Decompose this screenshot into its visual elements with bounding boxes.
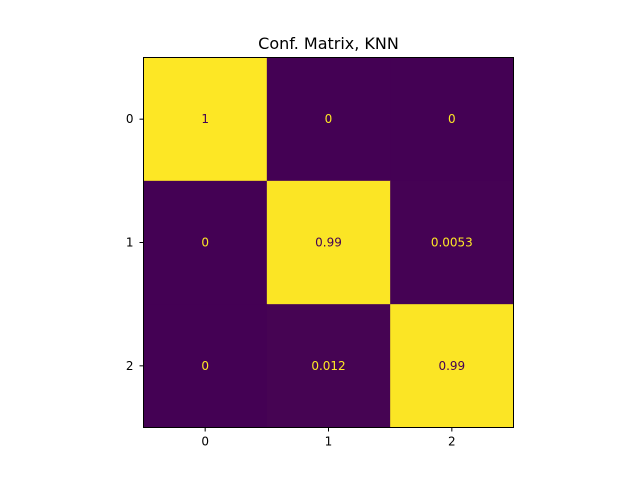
heatmap-cell-1-0 (143, 180, 268, 305)
x-axis: 0 1 2 (201, 427, 456, 449)
cell-value-label-1-2: 0.0053 (431, 236, 473, 250)
heatmap-cell-0-2 (390, 57, 514, 182)
cell-value-label-0-0: 1 (201, 112, 209, 126)
heatmap-cell-1-1 (266, 180, 391, 305)
heatmap-cell-labels: 1 0 0 0 0.99 0.0053 0 0.012 0.99 (201, 112, 472, 373)
y-axis: 0 1 2 (126, 112, 144, 373)
heatmap-cell-2-2 (390, 304, 514, 428)
y-tick-label-2: 2 (126, 359, 134, 373)
cell-value-label-1-1: 0.99 (315, 236, 342, 250)
cell-value-label-2-1: 0.012 (311, 359, 345, 373)
x-tick-label-0: 0 (201, 435, 209, 449)
heatmap-cell-1-2 (390, 180, 514, 305)
heatmap-cell-2-1 (266, 304, 391, 428)
heatmap-cell-0-1 (266, 57, 391, 182)
y-tick-label-0: 0 (126, 112, 134, 126)
cell-value-label-2-0: 0 (201, 359, 209, 373)
chart-title: Conf. Matrix, KNN (258, 34, 399, 53)
x-tick-label-1: 1 (325, 435, 333, 449)
heatmap-cells (143, 57, 514, 428)
y-tick-label-1: 1 (126, 236, 134, 250)
cell-value-label-0-1: 0 (325, 112, 333, 126)
x-tick-label-2: 2 (448, 435, 456, 449)
heatmap-cell-0-0 (143, 57, 268, 182)
cell-value-label-2-2: 0.99 (438, 359, 465, 373)
cell-value-label-1-0: 0 (201, 236, 209, 250)
cell-value-label-0-2: 0 (448, 112, 456, 126)
heatmap-cell-2-0 (143, 304, 268, 428)
